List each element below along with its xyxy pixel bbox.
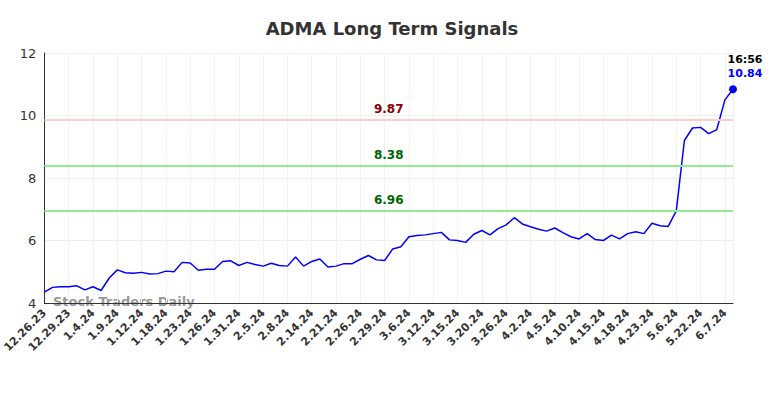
svg-text:ADMA Long Term Signals: ADMA Long Term Signals	[266, 18, 519, 39]
svg-text:4.5.24: 4.5.24	[522, 306, 560, 344]
svg-text:2.26.24: 2.26.24	[322, 306, 365, 349]
svg-text:12.26.23: 12.26.23	[1, 306, 49, 354]
svg-text:9.87: 9.87	[374, 102, 404, 116]
svg-text:1.26.24: 1.26.24	[177, 306, 220, 349]
svg-text:4.15.24: 4.15.24	[565, 306, 608, 349]
svg-text:5.22.24: 5.22.24	[663, 306, 706, 349]
svg-text:8.38: 8.38	[374, 148, 404, 162]
svg-text:3.26.24: 3.26.24	[468, 306, 511, 349]
svg-text:2.8.24: 2.8.24	[255, 306, 292, 344]
svg-text:2.29.24: 2.29.24	[347, 306, 390, 349]
svg-text:12.29.23: 12.29.23	[25, 306, 74, 354]
svg-text:Stock Traders Daily: Stock Traders Daily	[53, 294, 195, 309]
svg-text:5.6.24: 5.6.24	[644, 306, 681, 344]
svg-text:4.18.24: 4.18.24	[590, 306, 633, 349]
svg-text:10: 10	[20, 108, 37, 123]
svg-text:4: 4	[28, 296, 36, 311]
svg-text:2.21.24: 2.21.24	[298, 306, 341, 349]
svg-text:3.6.24: 3.6.24	[376, 306, 414, 344]
svg-text:1.18.24: 1.18.24	[128, 306, 171, 349]
svg-text:10.84: 10.84	[728, 67, 763, 80]
svg-text:3.12.24: 3.12.24	[395, 306, 438, 349]
svg-text:1.9.24: 1.9.24	[85, 306, 122, 344]
svg-text:4.23.24: 4.23.24	[614, 306, 657, 349]
svg-text:2.14.24: 2.14.24	[274, 306, 317, 349]
svg-text:1.31.24: 1.31.24	[201, 306, 244, 349]
svg-text:1.4.24: 1.4.24	[60, 306, 98, 344]
svg-text:16:56: 16:56	[727, 53, 762, 66]
svg-text:3.20.24: 3.20.24	[444, 306, 487, 349]
svg-text:6.96: 6.96	[374, 193, 404, 207]
svg-text:12: 12	[20, 46, 37, 61]
svg-text:4.2.24: 4.2.24	[498, 306, 536, 344]
svg-text:1.12.24: 1.12.24	[104, 306, 147, 349]
svg-text:8: 8	[28, 171, 36, 186]
svg-text:6.7.24: 6.7.24	[693, 306, 730, 343]
svg-text:1.23.24: 1.23.24	[152, 306, 195, 349]
svg-text:2.5.24: 2.5.24	[231, 306, 268, 344]
svg-text:4.10.24: 4.10.24	[541, 306, 584, 349]
svg-text:6: 6	[28, 233, 36, 248]
svg-text:3.15.24: 3.15.24	[420, 306, 463, 349]
